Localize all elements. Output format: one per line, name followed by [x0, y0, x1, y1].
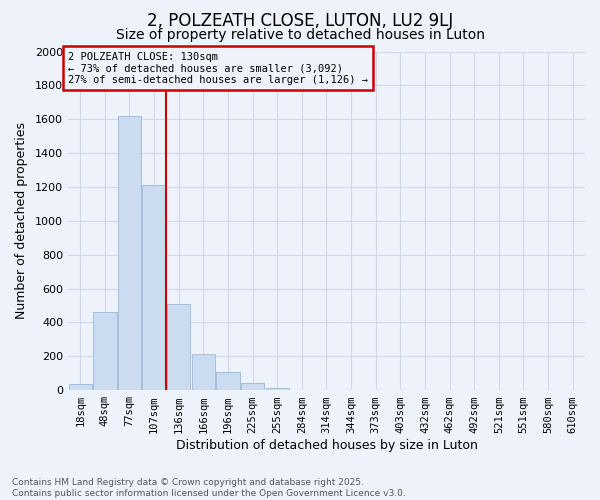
Bar [142, 186, 166, 390]
Bar [167, 304, 190, 390]
Bar [216, 372, 239, 390]
Text: 2 POLZEATH CLOSE: 130sqm
← 73% of detached houses are smaller (3,092)
27% of sem: 2 POLZEATH CLOSE: 130sqm ← 73% of detach… [68, 52, 368, 84]
Text: 2, POLZEATH CLOSE, LUTON, LU2 9LJ: 2, POLZEATH CLOSE, LUTON, LU2 9LJ [147, 12, 453, 30]
Bar [191, 354, 215, 390]
Bar [68, 384, 92, 390]
Bar [118, 116, 141, 390]
Text: Size of property relative to detached houses in Luton: Size of property relative to detached ho… [115, 28, 485, 42]
Y-axis label: Number of detached properties: Number of detached properties [15, 122, 28, 320]
Text: Contains HM Land Registry data © Crown copyright and database right 2025.
Contai: Contains HM Land Registry data © Crown c… [12, 478, 406, 498]
Bar [266, 388, 289, 390]
Bar [241, 382, 264, 390]
X-axis label: Distribution of detached houses by size in Luton: Distribution of detached houses by size … [176, 440, 478, 452]
Bar [93, 312, 116, 390]
